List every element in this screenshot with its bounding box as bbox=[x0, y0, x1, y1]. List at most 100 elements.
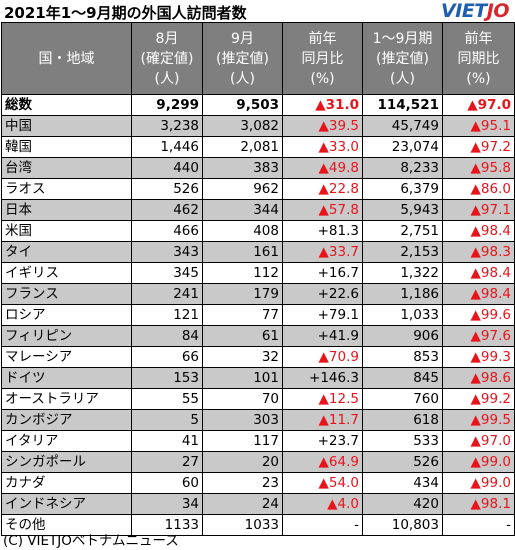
ytd-cell: 434 bbox=[362, 472, 443, 494]
country-cell: インドネシア bbox=[1, 493, 132, 515]
ytd-cell: 1,322 bbox=[362, 262, 443, 284]
mom-cell: +146.3 bbox=[282, 367, 363, 389]
ytd-cell: 1,033 bbox=[362, 304, 443, 326]
ytd-cell: 760 bbox=[362, 388, 443, 410]
table-row: カンボジア 5 303 ▲11.7 618 ▲99.5 bbox=[1, 409, 515, 431]
header-country: 国・地域 bbox=[1, 22, 132, 95]
aug-cell: 462 bbox=[131, 199, 203, 221]
yoy-cell: ▲98.4 bbox=[442, 283, 515, 305]
aug-cell: 60 bbox=[131, 472, 203, 494]
sep-cell: 962 bbox=[202, 178, 283, 200]
yoy-cell: ▲95.1 bbox=[442, 115, 515, 137]
vietjo-logo: VIETJO bbox=[441, 0, 509, 22]
aug-cell: 345 bbox=[131, 262, 203, 284]
country-cell: その他 bbox=[1, 514, 132, 536]
table-row: ドイツ 153 101 +146.3 845 ▲98.6 bbox=[1, 367, 515, 389]
table-row: 総数 9,299 9,503 ▲31.0 114,521 ▲97.0 bbox=[1, 94, 515, 116]
yoy-cell: ▲98.1 bbox=[442, 493, 515, 515]
table-row: フィリピン 84 61 +41.9 906 ▲97.6 bbox=[1, 325, 515, 347]
country-cell: ドイツ bbox=[1, 367, 132, 389]
mom-cell: ▲22.8 bbox=[282, 178, 363, 200]
ytd-cell: 10,803 bbox=[362, 514, 443, 536]
ytd-cell: 114,521 bbox=[362, 94, 443, 116]
table-row: インドネシア 34 24 ▲4.0 420 ▲98.1 bbox=[1, 493, 515, 515]
table-row: ロシア 121 77 +79.1 1,033 ▲99.6 bbox=[1, 304, 515, 326]
mom-cell: ▲31.0 bbox=[282, 94, 363, 116]
country-cell: マレーシア bbox=[1, 346, 132, 368]
yoy-cell: ▲99.3 bbox=[442, 346, 515, 368]
sep-cell: 1033 bbox=[202, 514, 283, 536]
country-cell: フィリピン bbox=[1, 325, 132, 347]
sep-cell: 20 bbox=[202, 451, 283, 473]
mom-cell: ▲70.9 bbox=[282, 346, 363, 368]
yoy-cell: ▲97.0 bbox=[442, 430, 515, 452]
country-cell: 台湾 bbox=[1, 157, 132, 179]
mom-cell: ▲33.7 bbox=[282, 241, 363, 263]
yoy-cell: ▲97.0 bbox=[442, 94, 515, 116]
country-cell: オーストラリア bbox=[1, 388, 132, 410]
table-row: その他 1133 1033-10,803- bbox=[1, 514, 515, 536]
aug-cell: 27 bbox=[131, 451, 203, 473]
sep-cell: 77 bbox=[202, 304, 283, 326]
country-cell: カンボジア bbox=[1, 409, 132, 431]
mom-cell: +81.3 bbox=[282, 220, 363, 242]
yoy-cell: ▲98.4 bbox=[442, 220, 515, 242]
sep-cell: 61 bbox=[202, 325, 283, 347]
country-cell: 米国 bbox=[1, 220, 132, 242]
sep-cell: 303 bbox=[202, 409, 283, 431]
aug-cell: 5 bbox=[131, 409, 203, 431]
table-row: ラオス 526 962 ▲22.8 6,379 ▲86.0 bbox=[1, 178, 515, 200]
aug-cell: 34 bbox=[131, 493, 203, 515]
table-row: 日本 462 344 ▲57.8 5,943 ▲97.1 bbox=[1, 199, 515, 221]
sep-cell: 179 bbox=[202, 283, 283, 305]
yoy-cell: ▲98.4 bbox=[442, 262, 515, 284]
aug-cell: 343 bbox=[131, 241, 203, 263]
mom-cell: - bbox=[282, 514, 363, 536]
mom-cell: ▲49.8 bbox=[282, 157, 363, 179]
table-header-row: 国・地域 8月 (確定値) (人) 9月 (推定値) (人) 前年 同月比 (%) 1～9月… bbox=[1, 22, 515, 95]
yoy-cell: ▲97.6 bbox=[442, 325, 515, 347]
sep-cell: 24 bbox=[202, 493, 283, 515]
header-ytd: 1～9月期 (推定値) (人) bbox=[362, 22, 443, 95]
sep-cell: 23 bbox=[202, 472, 283, 494]
table-row: フランス 241 179 +22.6 1,186 ▲98.4 bbox=[1, 283, 515, 305]
ytd-cell: 533 bbox=[362, 430, 443, 452]
ytd-cell: 6,379 bbox=[362, 178, 443, 200]
ytd-cell: 8,233 bbox=[362, 157, 443, 179]
aug-cell: 55 bbox=[131, 388, 203, 410]
mom-cell: +23.7 bbox=[282, 430, 363, 452]
mom-cell: +79.1 bbox=[282, 304, 363, 326]
table-row: タイ 343 161 ▲33.7 2,153 ▲98.3 bbox=[1, 241, 515, 263]
mom-cell: +16.7 bbox=[282, 262, 363, 284]
yoy-cell: ▲99.5 bbox=[442, 409, 515, 431]
table-row: 米国 466 408 +81.3 2,751 ▲98.4 bbox=[1, 220, 515, 242]
sep-cell: 344 bbox=[202, 199, 283, 221]
table-row: 韓国 1,446 2,081 ▲33.0 23,074 ▲97.2 bbox=[1, 136, 515, 158]
yoy-cell: ▲99.0 bbox=[442, 451, 515, 473]
country-cell: シンガポール bbox=[1, 451, 132, 473]
country-cell: 中国 bbox=[1, 115, 132, 137]
ytd-cell: 906 bbox=[362, 325, 443, 347]
logo-main: VIET bbox=[441, 0, 487, 22]
aug-cell: 66 bbox=[131, 346, 203, 368]
table-row: シンガポール 27 20 ▲64.9 526 ▲99.0 bbox=[1, 451, 515, 473]
ytd-cell: 845 bbox=[362, 367, 443, 389]
country-cell: ロシア bbox=[1, 304, 132, 326]
yoy-cell: ▲99.6 bbox=[442, 304, 515, 326]
ytd-cell: 2,153 bbox=[362, 241, 443, 263]
ytd-cell: 420 bbox=[362, 493, 443, 515]
mom-cell: +22.6 bbox=[282, 283, 363, 305]
country-cell: イギリス bbox=[1, 262, 132, 284]
table-row: マレーシア 66 32 ▲70.9 853 ▲99.3 bbox=[1, 346, 515, 368]
yoy-cell: ▲99.0 bbox=[442, 472, 515, 494]
aug-cell: 41 bbox=[131, 430, 203, 452]
aug-cell: 241 bbox=[131, 283, 203, 305]
country-cell: カナダ bbox=[1, 472, 132, 494]
aug-cell: 3,238 bbox=[131, 115, 203, 137]
sep-cell: 383 bbox=[202, 157, 283, 179]
aug-cell: 440 bbox=[131, 157, 203, 179]
country-cell: イタリア bbox=[1, 430, 132, 452]
ytd-cell: 526 bbox=[362, 451, 443, 473]
visitor-table: 国・地域 8月 (確定値) (人) 9月 (推定値) (人) 前年 同月比 (%) 1～9月… bbox=[1, 22, 515, 536]
yoy-cell: ▲95.8 bbox=[442, 157, 515, 179]
